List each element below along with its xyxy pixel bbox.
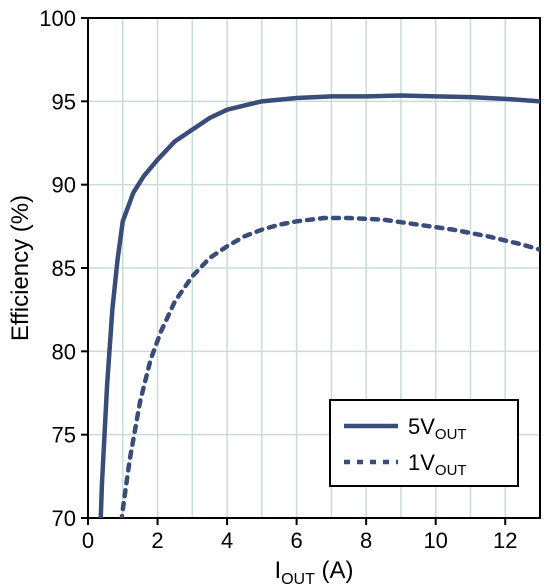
x-tick-label: 4 (221, 528, 233, 553)
x-tick-label: 8 (360, 528, 372, 553)
x-tick-label: 12 (493, 528, 517, 553)
y-tick-label: 70 (52, 506, 76, 531)
y-tick-label: 90 (52, 173, 76, 198)
y-tick-label: 100 (39, 6, 76, 31)
chart-svg: 024681012707580859095100Efficiency (%)IO… (0, 0, 558, 585)
x-tick-label: 10 (423, 528, 447, 553)
efficiency-chart: 024681012707580859095100Efficiency (%)IO… (0, 0, 558, 585)
y-tick-label: 80 (52, 339, 76, 364)
y-tick-label: 85 (52, 256, 76, 281)
y-tick-label: 95 (52, 89, 76, 114)
x-tick-label: 0 (82, 528, 94, 553)
y-axis-label: Efficiency (%) (7, 195, 34, 341)
x-tick-label: 2 (151, 528, 163, 553)
y-tick-label: 75 (52, 423, 76, 448)
x-tick-label: 6 (290, 528, 302, 553)
